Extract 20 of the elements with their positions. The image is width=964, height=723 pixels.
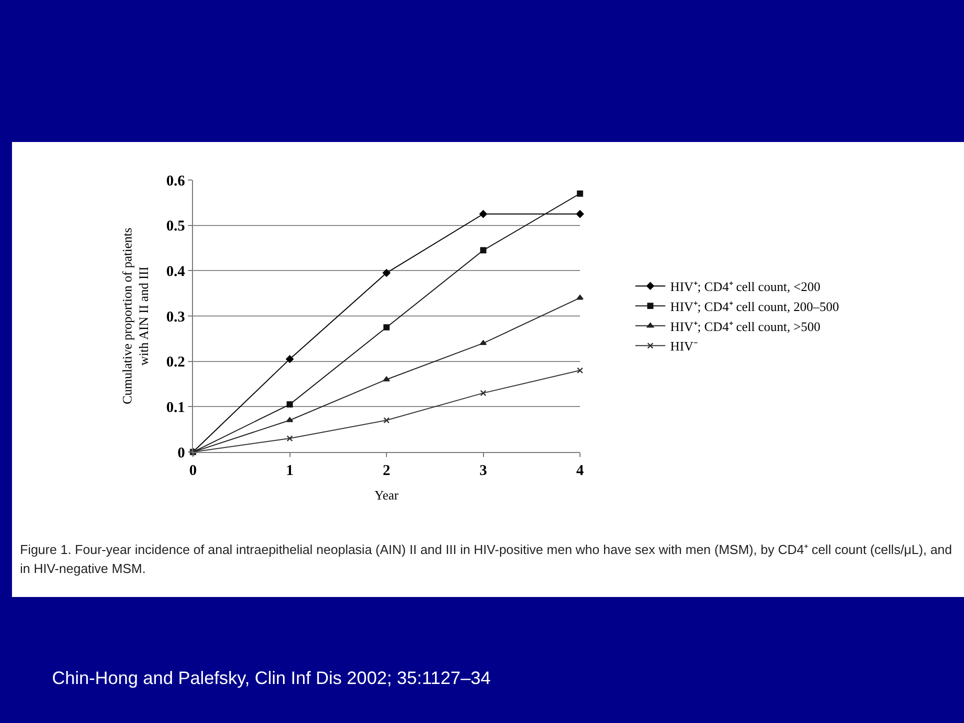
y-tick-label: 0.2 (166, 354, 185, 371)
y-axis-title: Cumulative proportion of patients with AIN II and III (119, 228, 152, 404)
y-tick-label: 0.1 (166, 400, 185, 416)
caption: Figure 1. Four-year incidence of anal intraepithelial neoplasia (AIN) II and III in HIV-positive men who have sex with men (MSM), by CD4⁺ cell count (cells/μL), and in HIV-negative MSM. (20, 541, 954, 578)
legend-label: HIV⁻ (670, 338, 698, 354)
x-tick-label: 2 (382, 463, 390, 479)
y-tick-label: 0.4 (166, 264, 186, 280)
legend-label: HIV⁺; CD4⁺ cell count, <200 (670, 279, 820, 294)
x-tick-label: 0 (189, 463, 197, 479)
x-tick-label: 3 (480, 463, 487, 479)
y-tick-label: 0.6 (166, 173, 186, 190)
y-tick-label: 0.5 (166, 218, 185, 235)
text: Chin-Hong and Palefsky, Clin Inf Dis 2002; 35:1127–34 (52, 668, 491, 689)
y-tick-label: 0 (178, 445, 185, 462)
x-tick-label: 1 (286, 463, 294, 479)
y-tick-label: 0.3 (166, 309, 185, 326)
x-axis-title: Year (374, 488, 400, 503)
x-tick-label: 4 (576, 463, 584, 479)
legend-label: HIV⁺; CD4⁺ cell count, >500 (670, 318, 820, 334)
legend-label: HIV⁺; CD4⁺ cell count, 200–500 (670, 298, 839, 314)
